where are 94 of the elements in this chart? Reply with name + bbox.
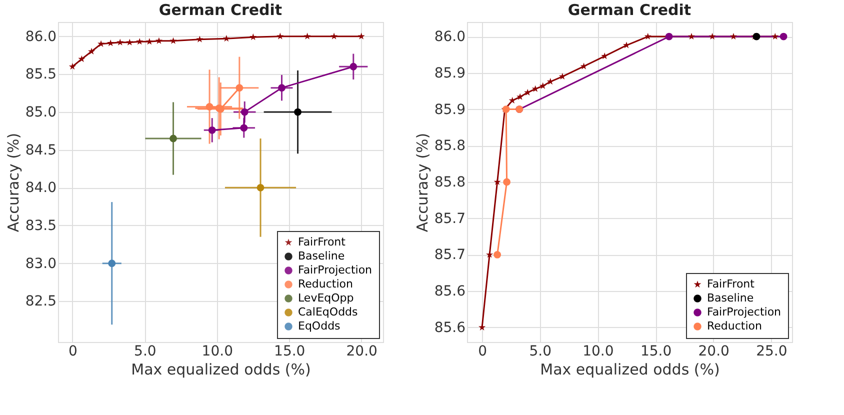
y-tick-label: 85.7 (434, 247, 466, 264)
y-axis-title: Accuracy (%) (4, 132, 22, 232)
x-tick-label: 20.0 (346, 344, 378, 360)
point (304, 32, 311, 40)
chart-title: German Credit (568, 1, 692, 19)
point (330, 32, 338, 40)
point (116, 38, 124, 46)
x-tick-label: 15.0 (640, 344, 672, 360)
point (98, 40, 105, 47)
point (170, 134, 177, 142)
point (688, 32, 696, 40)
point (494, 178, 501, 186)
point (108, 260, 116, 268)
y-axis-title: Accuracy (%) (413, 132, 432, 232)
point (126, 38, 134, 46)
point (558, 72, 566, 80)
point (486, 251, 494, 258)
x-tick-label: 25.0 (756, 344, 788, 360)
point (294, 108, 302, 116)
y-tick-label: 85.6 (434, 320, 466, 336)
legend-label: Baseline (298, 250, 345, 262)
y-tick-label: 82.5 (25, 294, 56, 310)
chart-title: German Credit (158, 1, 282, 19)
point (276, 32, 284, 40)
legend-label: FairProjection (707, 306, 782, 318)
point (278, 84, 286, 92)
point (503, 178, 510, 186)
x-tick-label: 5.0 (529, 344, 552, 360)
y-tick-label: 85.9 (434, 65, 466, 82)
point (146, 38, 153, 45)
y-tick-label: 85.7 (434, 210, 466, 227)
point (494, 251, 502, 258)
point (350, 62, 358, 70)
y-tick-label: 83.5 (25, 218, 56, 234)
point (155, 37, 162, 44)
legend-label: Reduction (707, 320, 762, 332)
x-tick-label: 10.0 (582, 344, 614, 360)
point (508, 96, 516, 104)
y-tick-label: 84.0 (25, 180, 56, 196)
point (236, 84, 244, 92)
point (208, 126, 216, 134)
point (170, 37, 177, 44)
point (78, 55, 86, 62)
point (107, 39, 114, 46)
legend-label: CalEqOdds (298, 306, 358, 318)
y-tick-label: 85.9 (434, 102, 466, 118)
legend-label: FairFront (707, 278, 756, 290)
point (516, 93, 524, 100)
x-tick-label: 15.0 (274, 344, 306, 360)
x-tick-label: 5.0 (134, 344, 156, 360)
point (240, 124, 248, 132)
point (730, 32, 737, 40)
point (206, 103, 214, 110)
point (256, 184, 264, 192)
legend-label: FairProjection (298, 264, 372, 276)
point (136, 38, 144, 45)
x-tick-label: 0 (68, 344, 78, 360)
legend-label: EqOdds (298, 320, 341, 332)
y-tick-label: 85.0 (25, 104, 56, 121)
point (532, 85, 539, 92)
x-tick-label: 0 (478, 344, 487, 360)
point (524, 88, 532, 96)
x-axis-title: Max equalized odds (%) (540, 360, 720, 378)
point (580, 62, 588, 70)
legend-label: Reduction (298, 278, 354, 290)
point (546, 78, 554, 85)
point (644, 32, 652, 40)
y-tick-label: 85.6 (434, 284, 466, 300)
y-tick-label: 86.0 (434, 29, 466, 46)
point (601, 52, 608, 60)
point (780, 32, 788, 40)
x-axis-title: Max equalized odds (%) (131, 360, 311, 378)
legend-label: LevEqOpp (298, 292, 354, 304)
point (358, 32, 365, 40)
legend-label: Baseline (707, 292, 754, 304)
point (250, 33, 257, 40)
point (539, 82, 546, 90)
legend-label: FairFront (298, 236, 346, 248)
x-tick-label: 10.0 (202, 344, 233, 360)
point (222, 34, 230, 42)
y-tick-label: 86.0 (25, 28, 56, 45)
y-tick-label: 85.5 (25, 66, 56, 83)
point (772, 32, 779, 40)
point (196, 36, 204, 42)
point (708, 32, 716, 40)
y-tick-label: 84.5 (25, 142, 56, 158)
point (478, 324, 486, 330)
point (240, 108, 248, 116)
point (68, 62, 76, 70)
y-tick-label: 85.8 (434, 138, 466, 154)
y-tick-label: 83.0 (25, 256, 56, 272)
y-tick-label: 85.8 (434, 174, 466, 190)
x-tick-label: 20.0 (698, 344, 730, 360)
point (88, 48, 96, 55)
